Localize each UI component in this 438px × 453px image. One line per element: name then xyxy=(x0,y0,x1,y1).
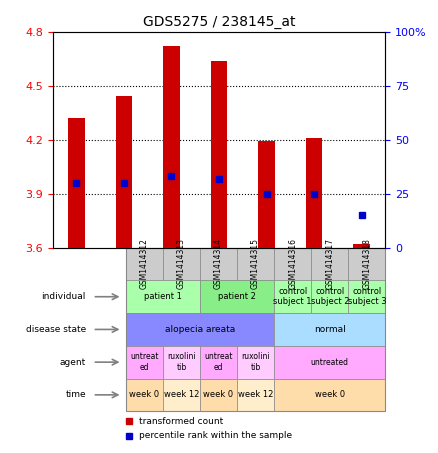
Text: GSM1414317: GSM1414317 xyxy=(325,238,334,289)
FancyBboxPatch shape xyxy=(200,280,274,313)
Bar xyxy=(68,118,85,248)
Text: patient 2: patient 2 xyxy=(218,292,256,301)
FancyBboxPatch shape xyxy=(274,280,311,313)
Text: control
subject 1: control subject 1 xyxy=(273,287,312,306)
FancyBboxPatch shape xyxy=(274,346,385,379)
Text: GSM1414315: GSM1414315 xyxy=(251,238,260,289)
Text: patient 1: patient 1 xyxy=(144,292,182,301)
Text: alopecia areata: alopecia areata xyxy=(165,325,235,334)
Text: week 0: week 0 xyxy=(315,390,345,400)
FancyBboxPatch shape xyxy=(274,379,385,411)
FancyBboxPatch shape xyxy=(126,346,163,379)
Text: normal: normal xyxy=(314,325,346,334)
FancyBboxPatch shape xyxy=(126,280,200,313)
Text: control
subject 2: control subject 2 xyxy=(311,287,349,306)
FancyBboxPatch shape xyxy=(126,248,163,280)
Text: untreat
ed: untreat ed xyxy=(204,352,233,372)
FancyBboxPatch shape xyxy=(200,346,237,379)
FancyBboxPatch shape xyxy=(237,248,274,280)
Title: GDS5275 / 238145_at: GDS5275 / 238145_at xyxy=(143,15,295,29)
Bar xyxy=(306,138,322,248)
Bar xyxy=(211,61,227,248)
Text: GSM1414312: GSM1414312 xyxy=(140,239,149,289)
Text: individual: individual xyxy=(42,292,86,301)
Text: week 0: week 0 xyxy=(204,390,233,400)
FancyBboxPatch shape xyxy=(274,248,311,280)
FancyBboxPatch shape xyxy=(126,379,163,411)
FancyBboxPatch shape xyxy=(200,379,237,411)
FancyBboxPatch shape xyxy=(163,346,200,379)
Text: untreat
ed: untreat ed xyxy=(130,352,159,372)
FancyBboxPatch shape xyxy=(163,248,200,280)
Text: ruxolini
tib: ruxolini tib xyxy=(241,352,270,372)
Text: GSM1414313: GSM1414313 xyxy=(177,238,186,289)
Text: percentile rank within the sample: percentile rank within the sample xyxy=(139,431,292,440)
Text: time: time xyxy=(65,390,86,400)
FancyBboxPatch shape xyxy=(237,346,274,379)
Text: ruxolini
tib: ruxolini tib xyxy=(167,352,196,372)
Text: control
subject 3: control subject 3 xyxy=(348,287,386,306)
Text: GSM1414314: GSM1414314 xyxy=(214,238,223,289)
FancyBboxPatch shape xyxy=(126,313,274,346)
FancyBboxPatch shape xyxy=(200,248,237,280)
Bar xyxy=(353,244,370,248)
FancyBboxPatch shape xyxy=(311,248,348,280)
Text: untreated: untreated xyxy=(311,358,349,366)
FancyBboxPatch shape xyxy=(348,248,385,280)
Text: disease state: disease state xyxy=(25,325,86,334)
Text: transformed count: transformed count xyxy=(139,417,223,425)
FancyBboxPatch shape xyxy=(163,379,200,411)
Bar xyxy=(116,96,132,248)
Text: week 12: week 12 xyxy=(238,390,273,400)
FancyBboxPatch shape xyxy=(237,379,274,411)
Text: GSM1414316: GSM1414316 xyxy=(288,238,297,289)
Text: week 0: week 0 xyxy=(129,390,159,400)
Bar xyxy=(258,141,275,248)
FancyBboxPatch shape xyxy=(348,280,385,313)
Text: GSM1414318: GSM1414318 xyxy=(362,239,371,289)
FancyBboxPatch shape xyxy=(274,313,385,346)
FancyBboxPatch shape xyxy=(311,280,348,313)
Text: week 12: week 12 xyxy=(164,390,199,400)
Bar xyxy=(163,46,180,248)
Text: agent: agent xyxy=(60,358,86,366)
